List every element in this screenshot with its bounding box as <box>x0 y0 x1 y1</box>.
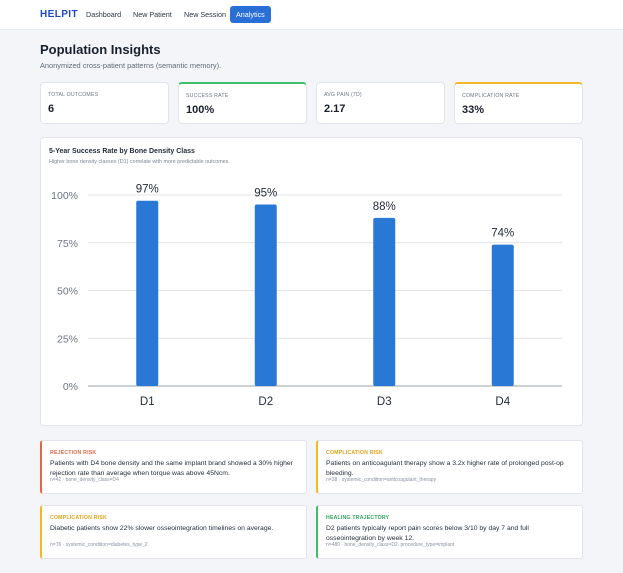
x-tick-label: D1 <box>140 396 155 408</box>
data-label: 95% <box>254 188 277 200</box>
insight-text: Patients on anticoagulant therapy show a… <box>326 460 564 477</box>
page-title: Population Insights <box>40 42 161 57</box>
stat-label: COMPLICATION RATE <box>462 93 520 99</box>
stat-card-complication-rate: COMPLICATION RATE 33% <box>454 82 583 124</box>
x-tick-label: D4 <box>495 396 510 408</box>
y-tick-label: 50% <box>57 286 78 298</box>
stat-label: AVG PAIN (7D) <box>324 92 362 98</box>
insight-tag: COMPLICATION RISK <box>326 450 383 456</box>
insight-meta: n=38 · systemic_condition=anticoagulant_… <box>326 477 437 483</box>
stat-value: 100% <box>186 104 215 116</box>
y-tick-label: 100% <box>51 190 78 202</box>
insight-tag: HEALING TRAJECTORY <box>326 515 390 521</box>
stat-card-success-rate: SUCCESS RATE 100% <box>178 82 307 124</box>
y-tick-label: 25% <box>57 333 78 345</box>
chart-title: 5-Year Success Rate by Bone Density Clas… <box>49 148 195 155</box>
bar-chart: 0% 25% 50% 75% 100% 97% D1 95% D2 88% D3 74% D4 <box>51 184 562 408</box>
insight-tag: REJECTION RISK <box>50 450 97 456</box>
nav-analytics[interactable]: Analytics <box>230 6 271 23</box>
insight-card-rejection-risk[interactable]: REJECTION RISK Patients with D4 bone den… <box>40 440 307 494</box>
insight-meta: n=42 · bone_density_class=D4 <box>50 477 119 483</box>
page-subtitle: Anonymized cross-patient patterns (seman… <box>40 61 222 70</box>
x-tick-label: D2 <box>258 396 273 408</box>
bar-d3 <box>373 217 396 386</box>
data-label: 74% <box>491 228 514 240</box>
y-tick-label: 0% <box>63 381 78 393</box>
stat-value: 2.17 <box>324 103 346 115</box>
nav-new-patient[interactable]: New Patient <box>133 10 172 19</box>
x-tick-label: D3 <box>377 396 392 408</box>
stat-card-total-outcomes: TOTAL OUTCOMES 6 <box>40 82 169 124</box>
bar-d4 <box>491 244 514 386</box>
top-navbar: HELPIT Dashboard New Patient New Session… <box>0 0 623 30</box>
insight-card-complication-anticoagulant[interactable]: COMPLICATION RISK Patients on anticoagul… <box>316 440 583 494</box>
bar-d2 <box>254 204 277 386</box>
stat-card-avg-pain: AVG PAIN (7D) 2.17 <box>316 82 445 124</box>
insight-text: D2 patients typically report pain scores… <box>326 525 529 542</box>
stat-label: TOTAL OUTCOMES <box>48 92 99 98</box>
nav-new-session[interactable]: New Session <box>184 10 226 19</box>
insight-tag: COMPLICATION RISK <box>50 515 107 521</box>
data-label: 88% <box>373 201 396 213</box>
insight-text: Patients with D4 bone density and the sa… <box>50 460 293 477</box>
bar-d1 <box>136 200 159 386</box>
brand-logo[interactable]: HELPIT <box>40 9 78 20</box>
insight-card-complication-diabetes[interactable]: COMPLICATION RISK Diabetic patients show… <box>40 505 307 559</box>
stat-label: SUCCESS RATE <box>186 93 229 99</box>
insight-text: Diabetic patients show 22% slower osseoi… <box>50 525 274 532</box>
insight-meta: n=480 · bone_density_class=D2, procedure… <box>326 542 455 548</box>
stat-value: 6 <box>48 103 55 115</box>
chart-subtitle: Higher bone density classes (D1) correla… <box>49 159 230 165</box>
nav-dashboard[interactable]: Dashboard <box>86 10 122 19</box>
insight-card-healing-trajectory[interactable]: HEALING TRAJECTORY D2 patients typically… <box>316 505 583 559</box>
insight-meta: n=76 · systemic_condition=diabetes_type_… <box>50 542 148 548</box>
y-tick-label: 75% <box>57 238 78 250</box>
data-label: 97% <box>136 184 159 196</box>
stat-value: 33% <box>462 104 485 116</box>
